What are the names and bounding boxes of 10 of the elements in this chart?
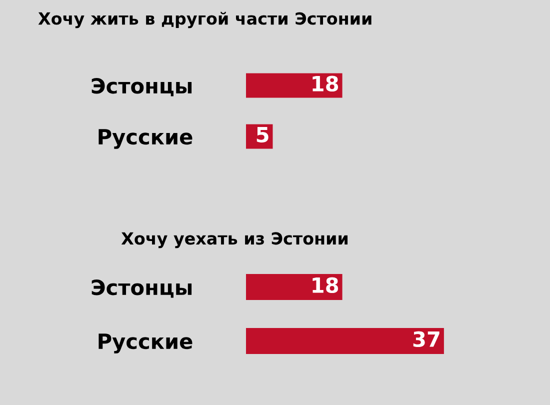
y-tick-label: Русские [98,334,192,354]
data-label: 37 [413,331,440,348]
y-tick-label: Эстонцы [92,279,192,298]
y-tick-label: Русские [98,129,192,149]
data-label: 5 [256,127,268,143]
chart-title: Хочу жить в другой части Эстонии [38,12,372,28]
chart-title: Хочу уехать из Эстонии [121,232,348,248]
data-label: 18 [312,277,338,294]
y-tick-label: Эстонцы [92,78,192,96]
data-label: 18 [312,76,338,92]
